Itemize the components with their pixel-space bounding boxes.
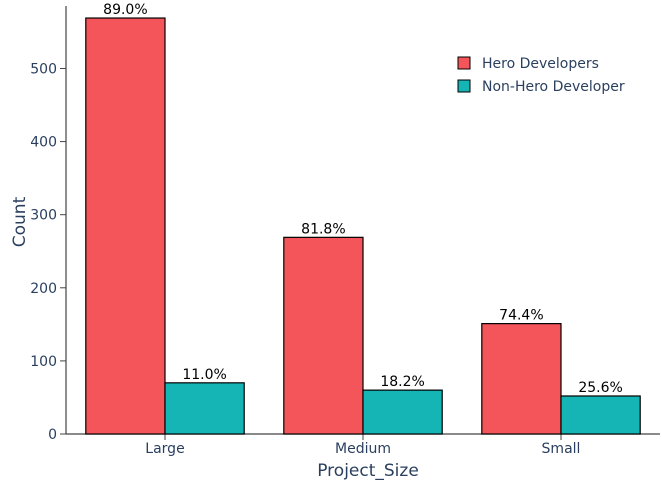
y-axis-title: Count	[10, 196, 30, 247]
bar-value-label: 18.2%	[380, 374, 424, 390]
x-tick-label: Medium	[335, 441, 391, 457]
y-tick-label: 300	[30, 208, 57, 224]
y-tick-label: 0	[48, 427, 57, 443]
bars-layer	[85, 17, 641, 435]
bar-value-label: 89.0%	[103, 2, 147, 18]
y-tick-label: 100	[30, 354, 57, 370]
bar-value-label: 74.4%	[499, 308, 543, 324]
bar-value-label: 81.8%	[301, 221, 345, 237]
legend-swatch	[457, 79, 471, 93]
x-tick-label: Large	[145, 441, 184, 457]
y-tick-label: 500	[30, 61, 57, 77]
legend-swatch	[457, 56, 471, 70]
legend: Hero Developers Non-Hero Developer	[457, 56, 625, 95]
bar-value-label: 25.6%	[578, 380, 622, 396]
bar-large-hero	[85, 17, 166, 435]
bar-small-non-hero	[560, 395, 641, 435]
bar-small-hero	[481, 323, 562, 435]
bar-medium-non-hero	[362, 389, 443, 435]
x-axis-title: Project_Size	[317, 461, 419, 481]
bar-large-non-hero	[164, 382, 245, 435]
legend-label: Hero Developers	[482, 56, 599, 72]
x-tick-label: Small	[542, 441, 581, 457]
y-tick-label: 400	[30, 135, 57, 151]
legend-label: Non-Hero Developer	[482, 79, 625, 95]
y-tick-label: 200	[30, 281, 57, 297]
bar-medium-hero	[283, 236, 364, 435]
bar-labels-layer: 89.0% 11.0% 81.8% 18.2% 74.4% 25.6%	[103, 2, 623, 396]
bar-value-label: 11.0%	[182, 367, 226, 383]
